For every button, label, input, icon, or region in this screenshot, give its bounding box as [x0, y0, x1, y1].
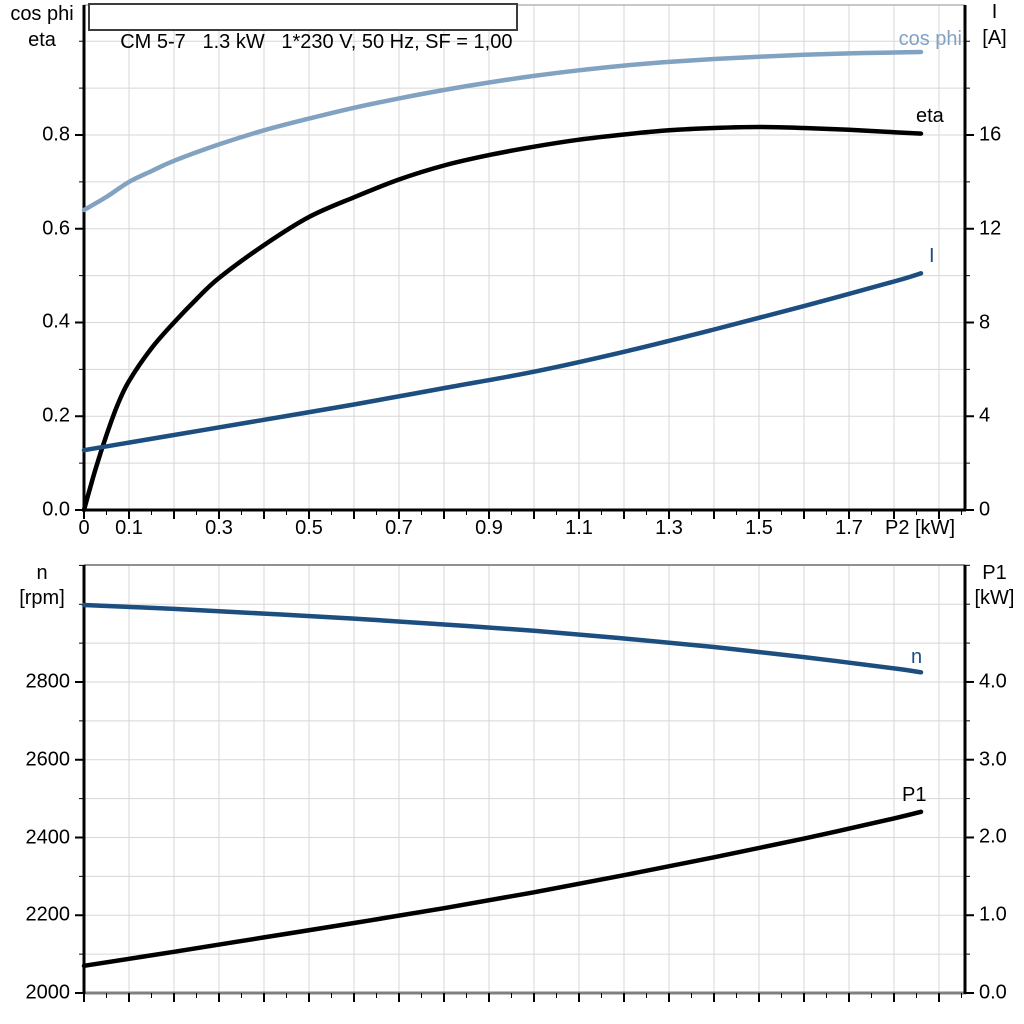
eta-curve: [81, 124, 924, 513]
p1-curve: [81, 809, 924, 969]
top-chart-right-axis-unit-ampere: [A]: [982, 27, 1007, 49]
chart-title: CM 5-7 1.3 kW 1*230 V, 50 Hz, SF = 1,00: [120, 31, 513, 53]
current-curve-label: I: [929, 245, 935, 267]
bottom-chart-right-axis-title-power: P1: [982, 562, 1007, 584]
power-curve-label: P1: [902, 784, 927, 806]
eta-curve-label: eta: [916, 105, 944, 127]
cos-phi-curve: [81, 49, 924, 213]
chart-title-box: CM 5-7 1.3 kW 1*230 V, 50 Hz, SF = 1,00: [88, 3, 518, 53]
top-chart-right-axis-title-current: I: [991, 1, 998, 23]
i-curve: [81, 271, 924, 453]
bottom-chart-left-axis-title-speed: n: [36, 562, 48, 584]
top-chart-left-axis-title-cosphi: cos phi: [10, 3, 74, 25]
speed-curve-label: n: [911, 646, 923, 668]
top-chart-left-axis-title-eta: eta: [28, 29, 56, 51]
bottom-chart-right-axis-unit-kw: [kW]: [974, 587, 1015, 609]
n-curve: [81, 602, 924, 675]
cosphi-curve-label: cos phi: [898, 28, 962, 50]
top-chart-x-axis-title: P2 [kW]: [884, 517, 955, 539]
bottom-chart-left-axis-unit-rpm: [rpm]: [19, 587, 65, 609]
